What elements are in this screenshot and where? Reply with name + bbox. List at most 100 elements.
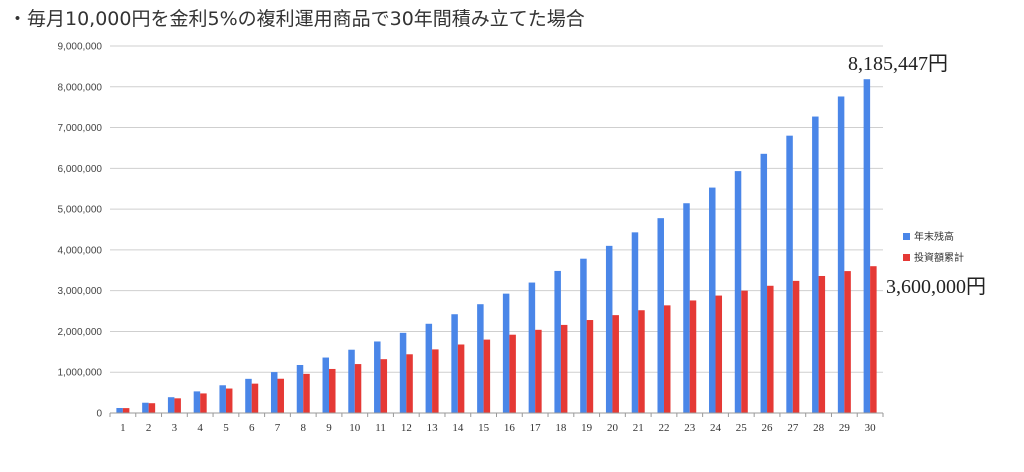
bar-balance: [296, 364, 304, 413]
bar-invested: [612, 315, 619, 413]
x-tick-label: 30: [865, 422, 877, 434]
legend-label: 年末残高: [914, 230, 954, 243]
x-tick-label: 11: [375, 422, 386, 434]
bar-balance: [245, 378, 252, 413]
bar-balance: [683, 203, 690, 413]
chart-title: ・毎月10,000円を金利5%の複利運用商品で30年間積み立てた場合: [8, 8, 585, 30]
bar-balance: [219, 385, 226, 413]
x-tick-label: 4: [197, 422, 203, 434]
bar-balance: [734, 171, 742, 413]
bar-invested: [122, 408, 130, 413]
legend-label: 投資額累計: [914, 251, 964, 264]
bar-invested: [844, 271, 851, 413]
bar-balance: [528, 282, 536, 413]
bar-invested: [406, 354, 413, 413]
bar-balance: [863, 79, 871, 413]
legend-swatch: [903, 254, 910, 261]
bar-balance: [322, 357, 330, 413]
x-tick-label: 23: [684, 422, 696, 434]
bar-invested: [638, 310, 645, 413]
bar-invested: [225, 388, 233, 413]
bar-invested: [689, 300, 697, 413]
bar-balance: [812, 116, 819, 413]
x-tick-label: 29: [839, 422, 851, 434]
bar-invested: [174, 398, 181, 413]
bar-invested: [457, 344, 465, 413]
y-tick-label: 1,000,000: [58, 368, 103, 379]
bar-balance: [580, 258, 587, 413]
x-tick-label: 1: [120, 422, 126, 434]
y-tick-label: 8,000,000: [58, 82, 103, 93]
x-axis-ticks: 1 2 3 4 5 6 7 8 9 10 11 12 13 14 15 16 17 18 19 20 21 22 23 24 2…: [109, 413, 884, 434]
bar-invested: [560, 324, 568, 413]
x-tick-label: 10: [349, 422, 361, 434]
x-tick-label: 5: [223, 422, 229, 434]
value-annotation: 8,185,447円: [848, 53, 948, 75]
x-tick-label: 24: [710, 422, 722, 434]
x-tick-label: 18: [555, 422, 567, 434]
bar-balance: [657, 218, 664, 413]
bar-invested: [767, 285, 774, 413]
bar-balance: [399, 332, 407, 413]
y-tick-label: 3,000,000: [58, 286, 103, 297]
value-annotation: 3,600,000円: [886, 276, 986, 298]
bar-balance: [502, 293, 510, 413]
bar-balance: [760, 153, 768, 413]
y-tick-label: 0: [96, 409, 102, 420]
x-tick-label: 19: [581, 422, 593, 434]
bar-invested: [741, 290, 748, 413]
bar-balance: [425, 323, 433, 413]
bar-balance: [786, 135, 793, 413]
bar-balance: [142, 402, 149, 413]
x-tick-label: 9: [326, 422, 332, 434]
y-tick-label: 4,000,000: [58, 245, 103, 256]
x-tick-label: 28: [813, 422, 825, 434]
y-axis-ticks: 0 1,000,000 2,000,000 3,000,000 4,000,000 5,0…: [58, 42, 103, 420]
annotations: 8,185,447円 3,600,000円: [848, 53, 986, 298]
bar-balance: [348, 349, 355, 413]
x-tick-label: 12: [401, 422, 412, 434]
x-tick-label: 2: [146, 422, 152, 434]
y-tick-label: 2,000,000: [58, 327, 103, 338]
bar-invested: [715, 295, 723, 413]
bar-invested: [303, 373, 310, 413]
bar-invested: [251, 383, 259, 413]
x-tick-label: 27: [787, 422, 799, 434]
bar-invested: [148, 403, 156, 413]
bar-invested: [200, 393, 207, 413]
x-tick-label: 8: [301, 422, 307, 434]
x-tick-label: 16: [504, 422, 516, 434]
y-tick-label: 7,000,000: [58, 123, 103, 134]
bar-balance: [270, 372, 278, 413]
bar-invested: [277, 378, 284, 413]
bar-invested: [483, 339, 491, 413]
bar-invested: [818, 275, 826, 413]
x-tick-label: 15: [478, 422, 490, 434]
bar-invested: [663, 305, 671, 413]
x-tick-label: 6: [249, 422, 255, 434]
x-tick-label: 22: [658, 422, 669, 434]
x-tick-label: 3: [172, 422, 178, 434]
bar-invested: [535, 329, 542, 413]
bars: [116, 79, 877, 414]
bar-balance: [554, 270, 561, 413]
y-tick-label: 5,000,000: [58, 205, 103, 216]
x-tick-label: 7: [275, 422, 281, 434]
x-tick-label: 21: [633, 422, 644, 434]
bar-balance: [374, 341, 381, 413]
bar-balance: [167, 397, 175, 413]
y-tick-label: 9,000,000: [58, 42, 103, 53]
bar-invested: [329, 368, 336, 413]
x-tick-label: 17: [530, 422, 542, 434]
legend-swatch: [903, 233, 910, 240]
x-tick-label: 20: [607, 422, 619, 434]
bar-balance: [837, 96, 845, 414]
bar-invested: [432, 349, 439, 413]
bar-balance: [451, 314, 458, 413]
bar-balance: [605, 245, 613, 413]
x-tick-label: 25: [736, 422, 748, 434]
bar-invested: [509, 334, 516, 413]
bar-invested: [870, 266, 877, 413]
x-tick-label: 14: [452, 422, 464, 434]
